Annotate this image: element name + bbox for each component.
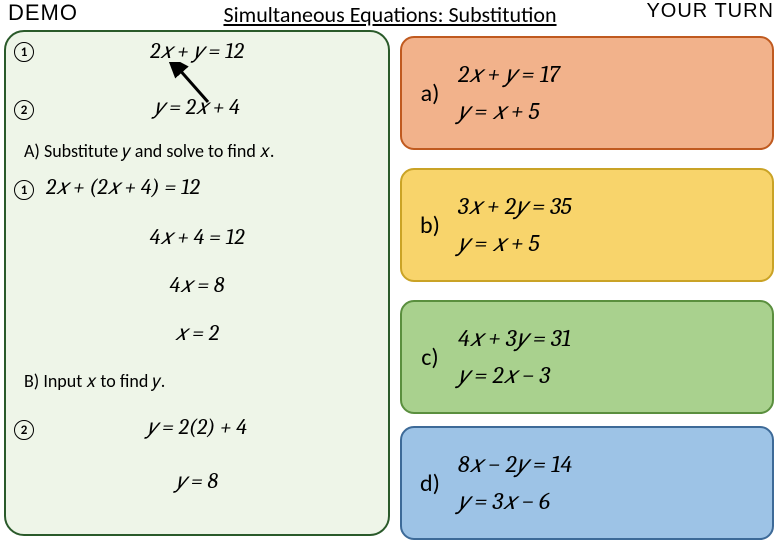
card-eq2: 𝑦 = 𝑥 + 5 [458,93,560,130]
demo-sub3: 4𝑥 = 8 [6,272,388,298]
step-b-text: B) Input 𝑥 to find 𝑦. [24,370,165,392]
problem-card-b: b) 3𝑥 + 2𝑦 = 35 𝑦 = 𝑥 + 5 [400,168,774,282]
header-yourturn-label: YOUR TURN [646,0,774,23]
card-equations: 2𝑥 + 𝑦 = 17 𝑦 = 𝑥 + 5 [458,56,560,130]
header-bar: DEMO Simultaneous Equations: Substitutio… [0,0,780,28]
demo-sub4: 𝑥 = 2 [6,320,388,346]
card-eq1: 2𝑥 + 𝑦 = 17 [458,56,560,93]
problem-card-c: c) 4𝑥 + 3𝑦 = 31 𝑦 = 2𝑥 − 3 [400,300,774,414]
card-label: a) [402,79,458,108]
demo-eq2: 𝑦 = 2𝑥 + 4 [6,94,388,120]
card-label: b) [402,211,458,240]
demo-sub1-row: 1 [14,180,34,200]
demo-eq1: 2𝑥 + 𝑦 = 12 [6,38,388,64]
card-eq2: 𝑦 = 3𝑥 − 6 [458,483,572,520]
card-label: d) [402,469,458,498]
card-equations: 8𝑥 − 2𝑦 = 14 𝑦 = 3𝑥 − 6 [458,446,572,520]
card-eq2: 𝑦 = 2𝑥 − 3 [458,357,571,394]
problem-card-a: a) 2𝑥 + 𝑦 = 17 𝑦 = 𝑥 + 5 [400,36,774,150]
demo-sub1: 2𝑥 + (2𝑥 + 4) = 12 [46,174,200,200]
demo-back2: 𝑦 = 8 [6,468,388,494]
header-demo-label: DEMO [8,0,78,26]
card-equations: 3𝑥 + 2𝑦 = 35 𝑦 = 𝑥 + 5 [458,188,572,262]
demo-back1: 𝑦 = 2(2) + 4 [6,414,388,440]
demo-panel: 1 2𝑥 + 𝑦 = 12 2 𝑦 = 2𝑥 + 4 A) Substitute… [4,30,390,536]
circled-1-icon: 1 [14,180,34,200]
card-eq2: 𝑦 = 𝑥 + 5 [458,225,572,262]
card-equations: 4𝑥 + 3𝑦 = 31 𝑦 = 2𝑥 − 3 [458,320,571,394]
demo-sub2: 4𝑥 + 4 = 12 [6,224,388,250]
card-label: c) [402,343,458,372]
problem-card-d: d) 8𝑥 − 2𝑦 = 14 𝑦 = 3𝑥 − 6 [400,426,774,540]
step-a-text: A) Substitute 𝑦 and solve to find 𝑥. [24,140,274,162]
card-eq1: 3𝑥 + 2𝑦 = 35 [458,188,572,225]
card-eq1: 8𝑥 − 2𝑦 = 14 [458,446,572,483]
card-eq1: 4𝑥 + 3𝑦 = 31 [458,320,571,357]
